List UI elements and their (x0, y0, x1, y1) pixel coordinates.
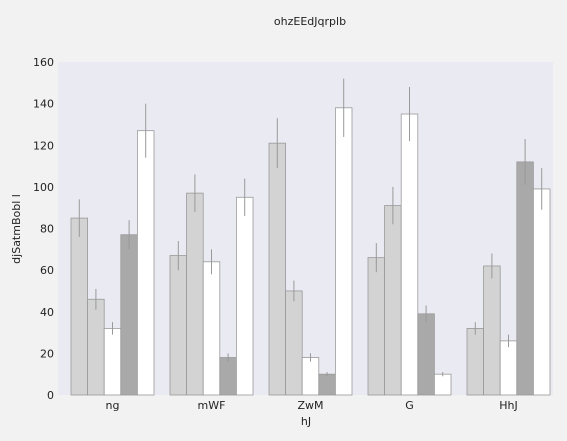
y-tick-label: 60 (40, 264, 54, 277)
y-tick-label: 120 (33, 139, 54, 152)
bar-HhJ-4 (516, 161, 534, 396)
bar-G-5 (433, 373, 452, 396)
bar-ZwM-2 (285, 290, 303, 396)
bar-mWF-3 (202, 261, 221, 396)
bar-ZwM-4 (318, 373, 336, 396)
bar-ng-1 (70, 217, 89, 396)
bar-ng-4 (120, 234, 138, 396)
bar-ng-5 (136, 130, 155, 396)
x-tick-label: ng (106, 399, 120, 412)
bar-HhJ-3 (499, 340, 518, 396)
bar-mWF-2 (186, 192, 204, 396)
bar-HhJ-5 (533, 188, 551, 396)
bar-G-1 (367, 257, 386, 396)
bar-mWF-4 (219, 357, 237, 396)
y-tick-label: 20 (40, 347, 54, 360)
x-tick-label: mWF (198, 399, 226, 412)
x-tick-label: ZwM (297, 399, 323, 412)
bar-ZwM-1 (268, 142, 287, 396)
bar-ZwM-5 (334, 107, 353, 396)
y-tick-label: 40 (40, 306, 54, 319)
y-tick-label: 100 (33, 181, 54, 194)
bar-mWF-5 (235, 196, 254, 396)
bar-ng-3 (103, 327, 122, 396)
y-axis: 0 20 40 60 80 100 120 140 160 (33, 56, 54, 402)
error-bars-layer (78, 78, 543, 377)
bar-ng-2 (87, 298, 105, 396)
bar-G-2 (384, 205, 402, 396)
bar-G-3 (400, 113, 419, 396)
y-tick-label: 140 (33, 98, 54, 111)
y-tick-label: 80 (40, 223, 54, 236)
x-tick-label: G (405, 399, 414, 412)
x-tick-label: HhJ (499, 399, 518, 412)
y-tick-label: 160 (33, 56, 54, 69)
x-axis-label: hJ (301, 415, 311, 428)
y-tick-label: 0 (47, 389, 54, 402)
x-axis: ng mWF ZwM G HhJ (106, 399, 518, 412)
bar-ZwM-3 (301, 357, 320, 396)
bar-HhJ-2 (483, 265, 501, 396)
bar-HhJ-1 (466, 327, 485, 396)
bar-mWF-1 (169, 255, 188, 396)
bar-G-4 (417, 313, 435, 396)
y-axis-label: djSatmBobl l (10, 194, 23, 264)
chart-title: ohzEEdJqrplb (274, 15, 346, 28)
